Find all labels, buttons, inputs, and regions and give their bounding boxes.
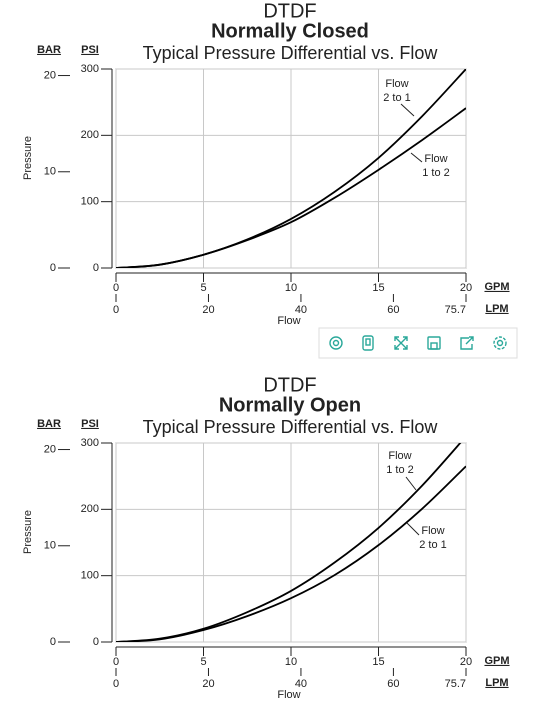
x-unit: GPM xyxy=(484,655,509,667)
chart-subtitle: Normally Closed xyxy=(211,20,369,42)
y2-tick-label: 10 xyxy=(44,166,56,178)
x2-tick-label: 20 xyxy=(202,678,214,690)
series-label: Flow xyxy=(421,525,444,537)
fullscreen-button[interactable] xyxy=(394,336,408,350)
chart-caption: Typical Pressure Differential vs. Flow xyxy=(143,43,439,63)
series-label: 2 to 1 xyxy=(419,539,447,551)
label-leader xyxy=(406,522,420,536)
x2-tick-label: 75.7 xyxy=(445,678,466,690)
page-button[interactable] xyxy=(362,335,374,351)
toolbar-frame xyxy=(318,327,518,359)
x2-tick-label: 60 xyxy=(387,304,399,316)
y-axis-label: Pressure xyxy=(22,510,34,554)
y2-tick-label: 20 xyxy=(44,69,56,81)
x-tick-label: 20 xyxy=(460,656,472,668)
y2-unit: BAR xyxy=(37,44,61,56)
x-axis-label: Flow xyxy=(277,315,300,327)
x-tick-label: 5 xyxy=(200,656,206,668)
x2-tick-label: 20 xyxy=(202,304,214,316)
x2-tick-label: 75.7 xyxy=(445,304,466,316)
x2-tick-label: 0 xyxy=(113,304,119,316)
y-unit: PSI xyxy=(81,418,99,430)
settings-button[interactable] xyxy=(493,336,507,350)
chart-title: DTDF xyxy=(263,374,316,396)
y-tick-label: 300 xyxy=(81,63,99,75)
series-line xyxy=(116,107,466,268)
x-tick-label: 15 xyxy=(372,282,384,294)
y-unit: PSI xyxy=(81,44,99,56)
y-tick-label: 0 xyxy=(93,636,99,648)
y-tick-label: 200 xyxy=(81,503,99,515)
x-tick-label: 0 xyxy=(113,656,119,668)
series-label: Flow xyxy=(424,153,447,165)
y-tick-label: 0 xyxy=(93,262,99,274)
y-tick-label: 100 xyxy=(81,570,99,582)
x-tick-label: 15 xyxy=(372,656,384,668)
series-label: Flow xyxy=(385,78,408,90)
x-tick-label: 5 xyxy=(200,282,206,294)
y2-tick-label: 20 xyxy=(44,443,56,455)
x2-tick-label: 40 xyxy=(295,304,307,316)
label-leader xyxy=(410,152,423,163)
series-label: 2 to 1 xyxy=(383,92,411,104)
x-tick-label: 0 xyxy=(113,282,119,294)
series-line xyxy=(116,465,466,642)
series-label: Flow xyxy=(388,450,411,462)
x2-unit: LPM xyxy=(485,303,508,315)
y-tick-label: 300 xyxy=(81,437,99,449)
y-axis-label: Pressure xyxy=(22,136,34,180)
series-label: 1 to 2 xyxy=(386,464,414,476)
x-tick-label: 20 xyxy=(460,282,472,294)
label-leader xyxy=(405,476,417,491)
chart-subtitle: Normally Open xyxy=(219,394,361,416)
label-leader xyxy=(400,103,415,117)
y-tick-label: 200 xyxy=(81,129,99,141)
series-label: 1 to 2 xyxy=(422,167,450,179)
x-tick-label: 10 xyxy=(285,282,297,294)
y2-tick-label: 10 xyxy=(44,540,56,552)
chart-caption: Typical Pressure Differential vs. Flow xyxy=(143,417,439,437)
x-tick-label: 10 xyxy=(285,656,297,668)
y-tick-label: 100 xyxy=(81,196,99,208)
save-button[interactable] xyxy=(427,336,441,350)
x2-unit: LPM xyxy=(485,677,508,689)
y2-tick-label: 0 xyxy=(50,636,56,648)
x-axis-label: Flow xyxy=(277,689,300,701)
x2-tick-label: 0 xyxy=(113,678,119,690)
y2-unit: BAR xyxy=(37,418,61,430)
x-unit: GPM xyxy=(484,281,509,293)
chart-title: DTDF xyxy=(263,0,316,22)
toolbar xyxy=(318,327,518,359)
y2-tick-label: 0 xyxy=(50,262,56,274)
zoom-button[interactable] xyxy=(329,336,343,350)
x2-tick-label: 40 xyxy=(295,678,307,690)
x2-tick-label: 60 xyxy=(387,678,399,690)
share-button[interactable] xyxy=(460,336,474,350)
